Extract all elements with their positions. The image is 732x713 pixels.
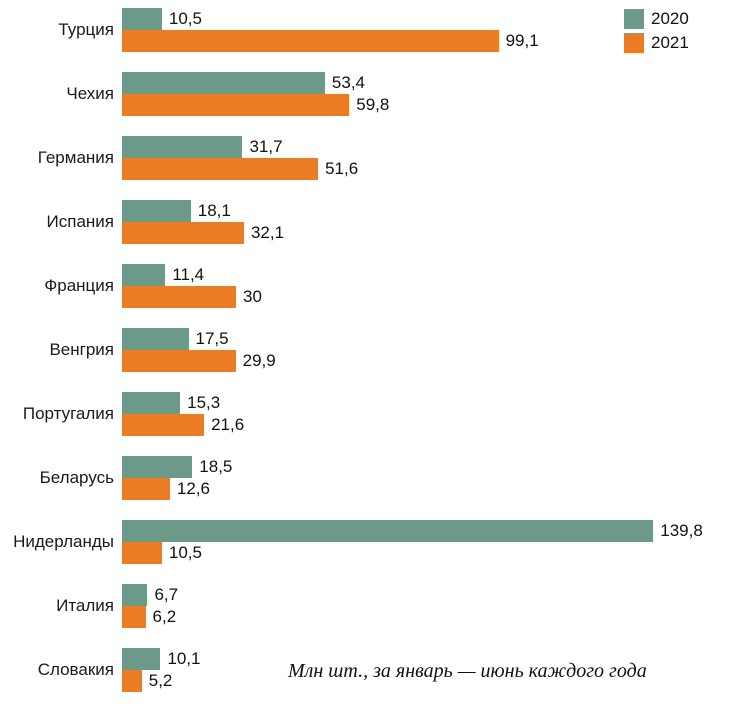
bar-group: Италия 6,7 6,2 (0, 584, 703, 628)
bar-2020 (122, 456, 193, 478)
bar-2020 (122, 520, 654, 542)
bar-2020 (122, 72, 325, 94)
value-label-2021: 30 (243, 287, 262, 306)
chart-caption: Млн шт., за январь — июнь каждого года (288, 660, 647, 682)
category-label: Венгрия (49, 340, 114, 359)
category-label: Словакия (37, 660, 114, 679)
legend-label-2020: 2020 (651, 8, 689, 28)
value-label-2021: 32,1 (250, 223, 285, 242)
bar-2020 (122, 264, 166, 286)
value-label-2020: 139,8 (660, 521, 703, 540)
category-label: Португалия (22, 404, 114, 423)
bar-2021 (122, 542, 162, 564)
value-label-2020: 18,1 (197, 201, 231, 220)
value-label-2020: 10,5 (168, 9, 202, 28)
value-label-2021: 6,2 (152, 607, 177, 626)
value-label-2021: 99,1 (505, 31, 539, 50)
value-label-2020: 53,4 (331, 73, 365, 92)
bar-group: Турция 10,5 99,1 (0, 8, 703, 52)
value-label-2021: 59,8 (356, 95, 390, 114)
value-label-2021: 21,6 (211, 415, 245, 434)
bar-2020 (122, 392, 181, 414)
bar-group: Португалия 15,3 21,6 (0, 392, 703, 436)
value-label-2020: 6,7 (154, 585, 179, 604)
bar-2021 (122, 414, 205, 436)
bar-2020 (122, 328, 189, 350)
bar-2021 (122, 222, 244, 244)
legend-swatch-2021-icon (624, 32, 644, 53)
bar-2021 (122, 606, 146, 628)
category-label: Германия (37, 148, 114, 167)
bar-2021 (122, 286, 236, 308)
value-label-2020: 31,7 (249, 137, 283, 156)
category-label: Италия (56, 596, 114, 615)
bar-2021 (122, 670, 142, 692)
bar-2020 (122, 648, 161, 670)
bar-2021 (122, 158, 319, 180)
bar-2021 (122, 350, 236, 372)
legend-swatch-2020-icon (624, 8, 644, 29)
bar-2020 (122, 136, 243, 158)
category-label: Беларусь (39, 468, 114, 487)
value-label-2021: 5,2 (148, 671, 173, 690)
bar-group: Беларусь 18,5 12,6 (0, 456, 703, 500)
value-label-2021: 51,6 (325, 159, 359, 178)
bar-group: Германия 31,7 51,6 (0, 136, 703, 180)
bar-2021 (122, 94, 350, 116)
category-label: Турция (58, 20, 114, 39)
bar-2020 (122, 200, 191, 222)
bar-2020 (122, 8, 162, 30)
legend-label-2021: 2021 (651, 32, 689, 52)
bar-group: Нидерланды 139,8 10,5 (0, 520, 703, 564)
category-label: Франция (44, 276, 114, 295)
value-label-2020: 18,5 (199, 457, 233, 476)
category-label: Испания (46, 212, 114, 231)
legend-item-2021: 2021 (624, 32, 689, 53)
bar-group: Венгрия 17,5 29,9 (0, 328, 703, 372)
bar-group: Чехия 53,4 59,8 (0, 72, 703, 116)
bar-2021 (122, 478, 170, 500)
value-label-2020: 10,1 (167, 649, 201, 668)
chart-legend: 2020 2021 (624, 8, 689, 53)
chart-plot-area: Турция 10,5 99,1 Чехия 53,4 59,8 Германия 31,7 5… (0, 8, 703, 712)
value-label-2020: 17,5 (195, 329, 229, 348)
value-label-2021: 12,6 (176, 479, 210, 498)
legend-item-2020: 2020 (624, 8, 689, 29)
value-label-2020: 11,4 (172, 265, 205, 284)
bar-2021 (122, 30, 499, 52)
bar-group: Франция 11,4 30 (0, 264, 703, 308)
value-label-2020: 15,3 (187, 393, 221, 412)
bar-group: Испания 18,1 32,1 (0, 200, 703, 244)
bar-2020 (122, 584, 148, 606)
category-label: Чехия (66, 84, 114, 103)
value-label-2021: 29,9 (242, 351, 276, 370)
category-label: Нидерланды (13, 532, 114, 551)
bar-group: Словакия 10,1 5,2 (0, 648, 703, 692)
value-label-2021: 10,5 (168, 543, 202, 562)
